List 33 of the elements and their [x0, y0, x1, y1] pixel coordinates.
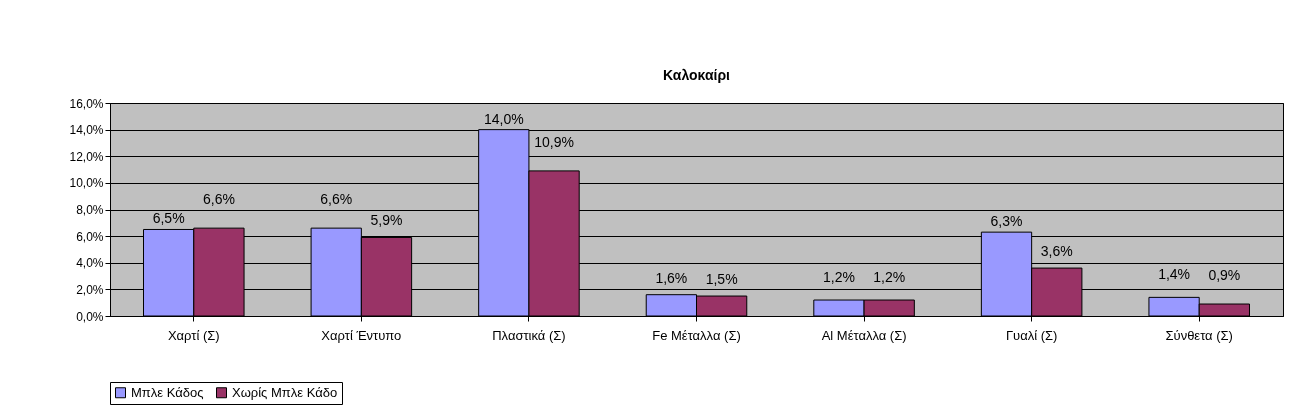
x-tick-label: Γυαλί (Σ) — [1005, 327, 1058, 343]
x-tick-label: Χαρτί (Σ) — [167, 327, 220, 343]
y-tick-label: 2,0% — [76, 282, 104, 297]
data-label: 1,5% — [705, 271, 738, 288]
data-label: 6,5% — [152, 210, 185, 227]
data-label: 10,9% — [534, 133, 574, 150]
data-label: 5,9% — [370, 212, 403, 229]
data-label: 1,2% — [822, 269, 855, 286]
data-label: 3,6% — [1040, 243, 1073, 260]
data-label: 1,4% — [1158, 266, 1191, 283]
chart-title: Καλοκαίρι — [663, 67, 731, 83]
legend-label: Χωρίς Μπλε Κάδο — [232, 384, 338, 400]
y-tick-label: 10,0% — [69, 176, 104, 191]
data-label: 6,6% — [320, 191, 353, 208]
y-tick-label: 16,0% — [69, 96, 104, 111]
y-tick-label: 12,0% — [69, 149, 104, 164]
x-tick-label: Fe Μέταλλα (Σ) — [652, 327, 741, 343]
data-label: 14,0% — [483, 110, 524, 127]
data-label: 6,6% — [202, 191, 235, 208]
y-tick-label: 4,0% — [76, 256, 104, 271]
y-tick-label: 14,0% — [69, 123, 104, 138]
data-label: 6,3% — [990, 213, 1023, 230]
y-tick-label: 6,0% — [76, 229, 104, 244]
y-tick-label: 8,0% — [76, 203, 104, 217]
x-tick-label: Al Μέταλλα (Σ) — [821, 327, 907, 343]
legend-label: Μπλε Κάδος — [131, 384, 204, 400]
x-tick-label: Πλαστικά (Σ) — [492, 327, 566, 343]
y-tick-label: 0,0% — [76, 309, 104, 324]
data-label: 1,6% — [655, 269, 688, 286]
x-tick-label: Χαρτί Έντυπο — [321, 327, 402, 343]
data-label: 1,2% — [873, 269, 906, 286]
x-tick-label: Σύνθετα (Σ) — [1165, 327, 1233, 343]
data-label: 0,9% — [1208, 267, 1241, 284]
